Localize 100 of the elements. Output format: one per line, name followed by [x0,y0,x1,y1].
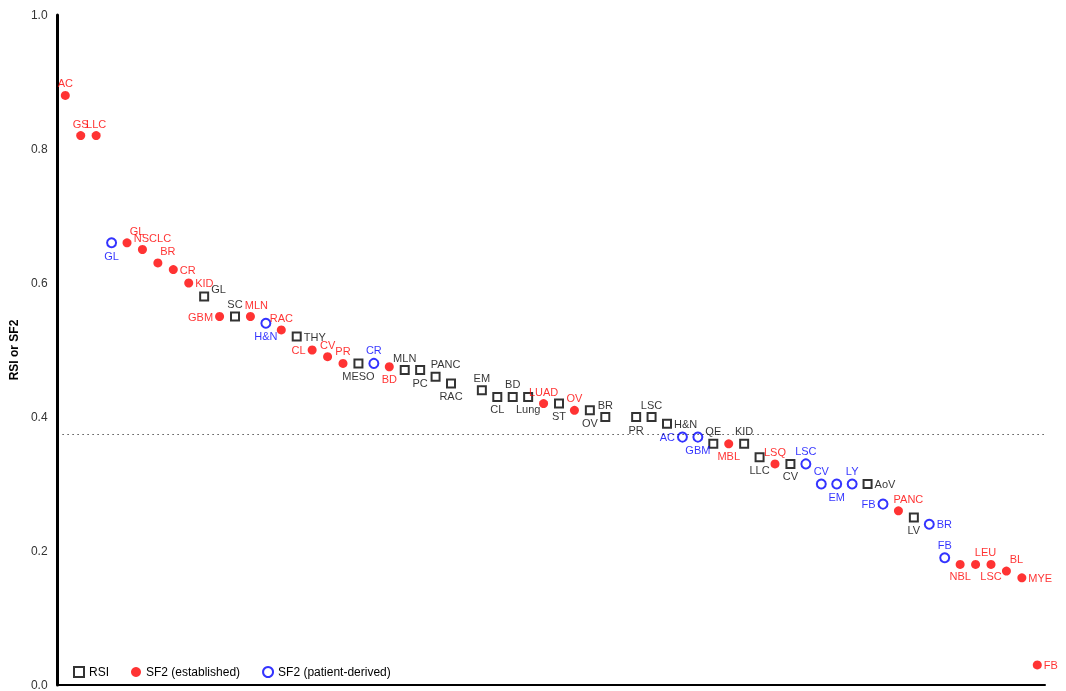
data-label: H&N [254,330,278,343]
data-label: OV [581,416,599,429]
point [754,452,765,463]
point [785,458,796,469]
point [215,312,225,321]
point [955,559,965,569]
point [1017,573,1027,583]
data-label: LSC [640,398,663,411]
point [646,412,657,422]
y-tick-label: 0.0 [30,678,48,691]
y-tick-label: 0.2 [30,544,48,558]
data-label: CV [782,470,799,483]
data-label: CL [291,344,306,356]
data-label: EM [828,491,845,503]
data-label: QE [705,425,722,438]
point [554,398,565,409]
point [676,431,688,443]
data-label: MBL [717,449,741,462]
data-label: RAC [269,311,293,324]
data-label: EM [473,371,491,384]
point [384,362,394,372]
point [846,478,858,490]
point [986,559,996,569]
point [353,358,364,369]
data-label: GS [72,117,89,130]
point [800,458,812,470]
data-label: LSC [795,444,817,457]
data-label: MLN [244,298,269,311]
data-label: OV [566,392,584,405]
data-label: CR [365,344,382,357]
point [168,265,178,275]
data-label: PR [628,423,644,436]
point [399,365,410,376]
data-label: LSQ [763,445,787,458]
point [323,352,333,362]
point [815,478,827,490]
point [908,512,919,523]
data-label: MYE [1028,571,1053,584]
point [368,357,380,369]
data-label: BL [1009,553,1024,566]
y-tick-label: 0.6 [30,276,48,290]
point [971,559,981,569]
data-label: PANC [430,358,461,371]
point [831,478,843,490]
data-label: BD [381,372,397,385]
data-label: ST [551,410,567,423]
point [877,498,889,510]
point [739,438,750,449]
point [291,331,302,342]
point [446,378,457,389]
data-label: BR [597,398,613,411]
data-label: NBL [949,570,971,583]
point [492,391,503,402]
legend-label: RSI [89,665,110,679]
point [923,518,935,530]
point [724,439,734,449]
data-label: LSC [980,570,1002,583]
point [260,317,272,329]
point [1032,660,1042,670]
point [584,405,595,416]
point [199,291,210,302]
point [692,431,704,443]
data-label: FB [1043,658,1058,671]
point [631,412,642,422]
point [276,325,286,335]
data-label: CL [490,403,505,416]
legend-label: SF2 (established) [146,665,241,679]
data-label: AC [659,431,675,444]
point [507,391,518,402]
data-label: LLC [749,463,770,476]
data-label: LV [907,524,921,536]
data-label: LUAD [528,385,559,398]
point [122,238,132,248]
point [539,399,549,409]
point [939,552,951,564]
point [91,131,101,141]
data-label: AoV [874,478,897,490]
point [230,311,241,322]
data-label: BR [160,244,176,257]
data-label: PR [335,345,351,358]
data-label: BD [505,378,521,391]
data-label: GL [104,249,119,262]
data-label: LEU [974,546,997,559]
data-label: GBM [685,444,711,457]
point [569,405,579,415]
point [106,237,118,249]
data-label: GBM [188,310,214,323]
data-label: PC [412,376,428,389]
point [307,345,317,355]
y-tick-label: 0.8 [30,142,48,156]
point [76,131,86,141]
y-axis-title: RSI or SF2 [7,319,21,381]
data-label: LLC [86,117,107,130]
legend-label: SF2 (patient-derived) [278,665,391,679]
data-label: KID [734,425,754,438]
data-label: BR [936,518,953,531]
point [1001,566,1011,576]
data-label: RAC [439,390,463,402]
y-tick-label: 1.0 [30,8,48,22]
data-label: Lung [515,403,541,416]
